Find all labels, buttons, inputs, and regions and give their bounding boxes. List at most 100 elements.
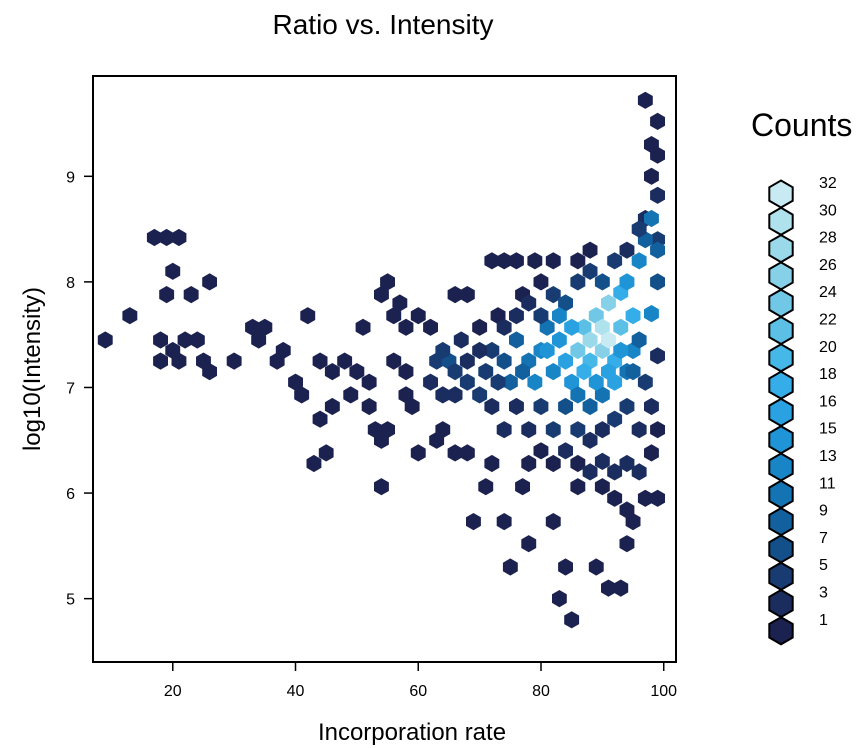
y-axis-label: log10(Intensity): [19, 287, 46, 451]
hexbin-cell: [312, 410, 328, 428]
legend-swatch: [768, 315, 794, 346]
legend-swatch: [768, 370, 794, 400]
hexbin-cell: [637, 489, 653, 507]
legend-title: Counts: [751, 107, 852, 143]
hexbin-cell: [484, 252, 500, 270]
legend-swatch: [768, 534, 794, 564]
hexbin-cell: [288, 373, 303, 391]
hexbin-cell: [153, 352, 168, 370]
y-tick-label: 8: [66, 275, 75, 292]
legend-value: 13: [819, 448, 837, 465]
hexbin-cell: [97, 331, 113, 349]
hexbin-cell: [159, 286, 175, 304]
hexbin-cell: [558, 558, 573, 576]
chart-title: Ratio vs. Intensity: [273, 9, 494, 40]
hexbin-cell: [122, 307, 138, 325]
hexbin-cell: [619, 273, 635, 291]
hexbin-cell: [509, 331, 524, 349]
y-tick-label: 6: [66, 486, 75, 503]
hexbin-cell: [380, 421, 395, 439]
hexbin-cell: [539, 318, 555, 336]
hexbin-cell: [545, 421, 561, 439]
hexbin-cell: [601, 579, 616, 597]
hexbin-cell: [165, 262, 181, 280]
legend-value: 7: [819, 530, 828, 547]
hexbin-cell: [607, 410, 623, 428]
hexbin-cell: [650, 146, 665, 164]
hexbin-cell: [386, 307, 402, 325]
hexbin-cell: [607, 463, 623, 481]
hexbin-cell: [343, 386, 359, 404]
hexbin-cell: [637, 373, 653, 391]
legend-value: 20: [819, 339, 837, 356]
hexbin-cell: [650, 241, 665, 259]
hexbin-cell: [324, 397, 340, 416]
legend-value: 9: [819, 503, 828, 520]
legend-swatch: [768, 179, 794, 209]
hexbin-cell: [594, 273, 610, 291]
hexbin-cell: [576, 363, 592, 381]
hexbin-cell: [251, 331, 267, 349]
hexbin-cell: [312, 352, 328, 370]
hexbin-cell: [558, 442, 573, 460]
legend-swatch: [768, 397, 794, 428]
hexbin-cell: [527, 252, 543, 270]
hexbin-cell: [496, 318, 512, 336]
hexbin-cell: [159, 228, 175, 247]
hexbin-cell: [545, 454, 561, 473]
hexbin-cell: [374, 286, 389, 304]
y-axis: 5 6 7 8 9: [66, 169, 93, 609]
hexbin-cell: [582, 431, 598, 449]
hexbin-cell: [257, 318, 273, 336]
legend-swatch: [768, 616, 794, 646]
legend-value: 24: [819, 284, 837, 301]
hexbin-cell: [607, 252, 623, 270]
hexbin-cell: [398, 318, 414, 336]
hexbin-cell: [631, 463, 647, 481]
hexbin-cell: [521, 294, 537, 312]
hexbin-cell: [650, 421, 665, 439]
hexbin-cell: [570, 341, 586, 360]
hexbin-cell: [631, 331, 647, 349]
hexbin-cell: [637, 91, 653, 109]
hexbin-cell: [644, 167, 659, 185]
legend-value: 16: [819, 393, 837, 410]
y-tick-label: 5: [66, 592, 75, 609]
hexbin-cell: [570, 252, 586, 270]
legend-value: 32: [819, 175, 837, 192]
hexbin-cell: [607, 489, 623, 507]
hexbin-cell: [539, 341, 555, 360]
hexbin-cell: [631, 220, 647, 238]
hexbin-cell: [447, 286, 463, 304]
hexbin-cell: [398, 386, 414, 404]
hexbin-cell: [564, 318, 580, 336]
hexbin-cell: [447, 363, 463, 381]
hexbin-cell: [552, 307, 567, 325]
hexbin-cell: [496, 352, 512, 370]
plot-frame: [92, 75, 677, 663]
hexbin-cell: [644, 305, 659, 323]
hexbin-cell: [619, 535, 635, 553]
hexbin-cell: [361, 397, 377, 416]
hexbin-cell: [153, 331, 168, 349]
hexbin-cell: [496, 252, 512, 270]
hexbin-layer: [97, 91, 665, 629]
hexbin-cell: [619, 454, 635, 473]
x-tick-label: 20: [164, 683, 182, 700]
hexbin-cell: [202, 363, 217, 381]
hexbin-cell: [570, 273, 586, 291]
legend-swatch: [768, 233, 794, 264]
legend-swatch: [768, 452, 794, 482]
hexbin-cell: [171, 352, 187, 370]
legend-swatch: [768, 561, 794, 591]
hexbin-cell: [453, 331, 469, 349]
hexbin-cell: [533, 307, 549, 325]
hexbin-cell: [545, 286, 561, 304]
hexbin-cell: [459, 444, 475, 462]
x-axis: 20 40 60 80 100: [164, 662, 677, 700]
hexbin-cell: [582, 331, 598, 349]
hexbin-cell: [521, 454, 537, 473]
hexbin-cell: [588, 558, 604, 576]
hexbin-cell: [275, 341, 291, 360]
